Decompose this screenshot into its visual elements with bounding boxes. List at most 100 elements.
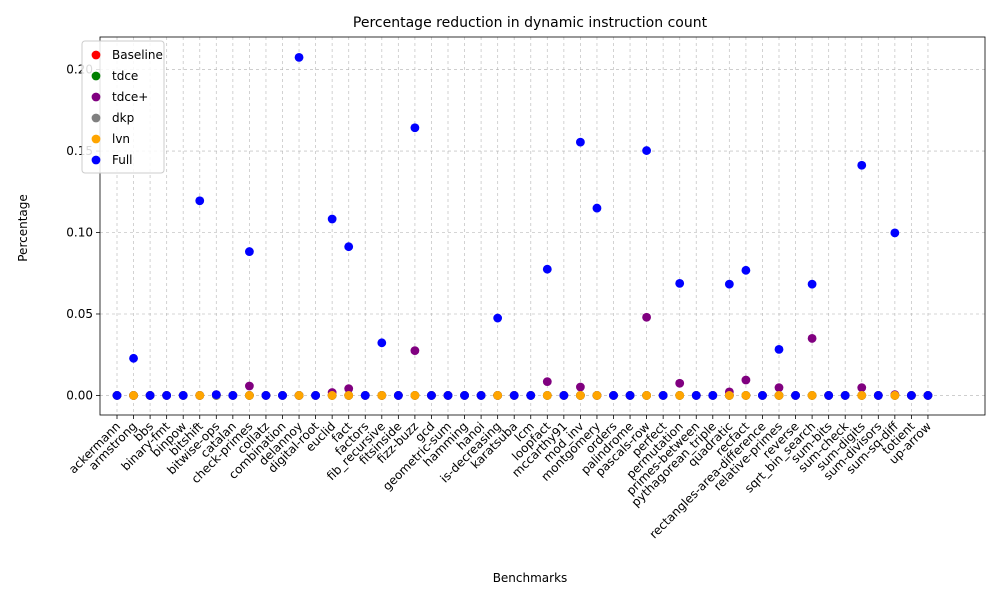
data-point-tdce-	[857, 383, 867, 393]
data-point-full	[327, 214, 337, 224]
legend-marker	[91, 92, 101, 102]
data-point-full	[526, 391, 536, 400]
data-point-lvn	[576, 391, 585, 400]
data-point-tdce-	[675, 378, 685, 388]
data-point-full	[311, 391, 320, 400]
data-point-full	[145, 391, 155, 400]
data-point-lvn	[542, 391, 552, 400]
data-point-full	[791, 391, 800, 400]
data-point-full	[294, 52, 304, 62]
plot-frame	[99, 36, 986, 416]
legend-marker	[91, 71, 101, 81]
data-point-full	[824, 391, 834, 400]
data-point-full	[625, 391, 635, 400]
data-point-lvn	[377, 391, 387, 400]
data-point-full	[427, 391, 436, 400]
data-point-full	[393, 391, 403, 400]
data-point-full	[476, 391, 486, 400]
legend-label: tdce+	[112, 90, 148, 104]
data-point-tdce-	[642, 312, 651, 322]
data-point-tdce-	[576, 382, 585, 392]
legend: Baseline tdce tdce+ dkp lvn Full	[81, 40, 165, 174]
data-point-full	[245, 247, 254, 256]
legend-marker	[91, 134, 101, 144]
data-point-full	[642, 146, 651, 155]
data-point-full	[344, 242, 354, 252]
data-point-full	[211, 390, 221, 400]
data-point-tdce-	[410, 346, 420, 356]
legend-label: Full	[112, 153, 133, 167]
legend-marker	[91, 50, 101, 60]
data-point-full	[559, 391, 569, 400]
data-point-full	[890, 228, 900, 238]
data-point-full	[724, 279, 734, 289]
data-point-full	[278, 391, 287, 400]
legend-marker	[91, 155, 101, 165]
data-point-full	[129, 353, 138, 363]
data-point-lvn	[890, 391, 900, 400]
data-point-tdce-	[245, 381, 254, 391]
data-points	[112, 52, 933, 400]
data-point-full	[691, 391, 701, 400]
data-point-full	[609, 391, 618, 400]
data-point-full	[840, 391, 850, 400]
data-point-full	[493, 313, 503, 323]
y-axis-title: Percentage	[16, 194, 30, 262]
y-tick-label: 0.05	[66, 307, 93, 321]
data-point-full	[774, 344, 784, 354]
legend-label: dkp	[112, 111, 134, 125]
data-point-full	[228, 391, 238, 400]
data-point-full	[261, 391, 271, 400]
data-point-lvn	[774, 391, 784, 400]
legend-label: Baseline	[112, 48, 163, 62]
legend-box	[81, 40, 165, 174]
data-point-full	[178, 391, 188, 400]
data-point-full	[360, 391, 370, 400]
data-point-full	[923, 391, 933, 400]
data-point-full	[873, 391, 883, 400]
data-point-full	[112, 391, 122, 400]
data-point-lvn	[327, 391, 337, 400]
data-point-lvn	[741, 391, 751, 400]
data-point-full	[576, 137, 585, 147]
data-point-lvn	[592, 391, 602, 400]
data-point-lvn	[724, 391, 734, 400]
legend-label: lvn	[112, 132, 130, 146]
data-point-lvn	[857, 391, 867, 400]
data-point-tdce-	[542, 377, 552, 386]
data-point-tdce-	[807, 334, 817, 343]
data-point-full	[410, 123, 420, 133]
data-point-full	[741, 265, 751, 275]
data-point-full	[195, 196, 205, 206]
data-point-lvn	[642, 391, 651, 400]
data-point-tdce-	[774, 383, 784, 393]
data-point-tdce-	[344, 384, 354, 394]
data-point-full	[542, 264, 552, 274]
data-point-full	[675, 278, 685, 288]
legend-marker	[91, 113, 101, 123]
data-point-lvn	[410, 391, 420, 400]
y-tick-label: 0.10	[66, 226, 93, 240]
data-point-full	[658, 391, 668, 400]
data-point-lvn	[129, 391, 138, 400]
data-point-full	[907, 391, 916, 400]
y-tick-label: 0.00	[66, 388, 93, 402]
data-point-lvn	[807, 391, 817, 400]
data-point-lvn	[675, 391, 685, 400]
data-point-full	[377, 338, 387, 348]
data-point-full	[443, 391, 453, 400]
data-point-full	[857, 160, 867, 170]
data-point-full	[758, 391, 767, 400]
data-point-lvn	[245, 391, 254, 400]
data-point-lvn	[195, 391, 205, 400]
data-point-tdce-	[741, 375, 751, 385]
grid	[100, 37, 985, 415]
data-point-full	[509, 391, 519, 400]
legend-label: tdce	[112, 69, 138, 83]
data-point-lvn	[294, 391, 304, 400]
data-point-full	[162, 391, 172, 400]
data-point-full	[460, 391, 469, 400]
data-point-full	[807, 279, 817, 289]
x-axis-title: Benchmarks	[493, 571, 568, 585]
